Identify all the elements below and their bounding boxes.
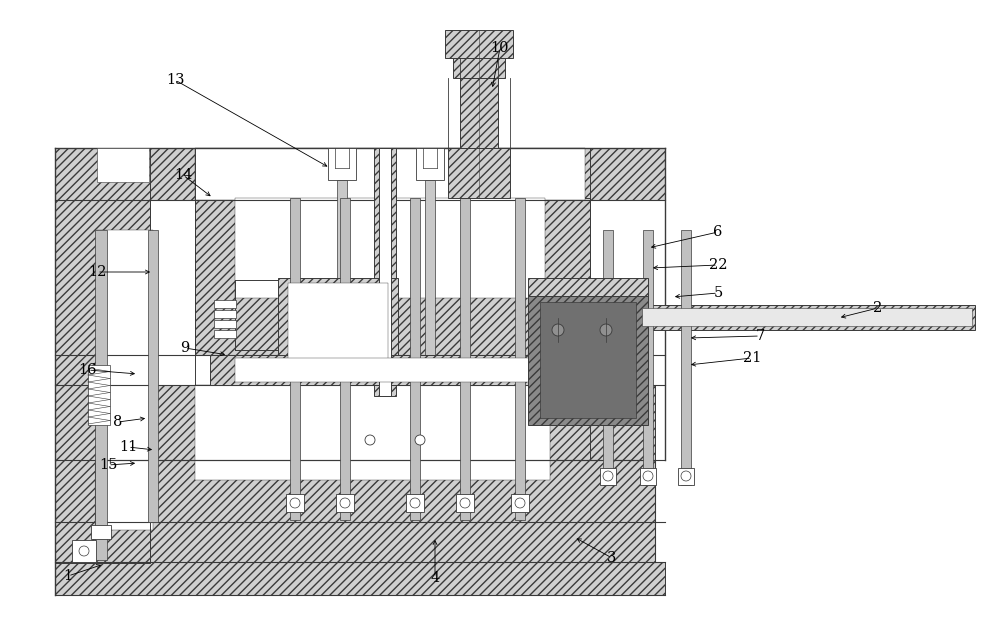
Circle shape bbox=[515, 498, 525, 508]
Bar bbox=[336, 494, 354, 512]
Bar bbox=[515, 198, 525, 520]
Bar bbox=[640, 468, 656, 485]
Bar bbox=[235, 358, 550, 382]
Bar bbox=[528, 295, 648, 425]
Bar bbox=[337, 180, 347, 355]
Text: 7: 7 bbox=[755, 329, 765, 343]
Bar bbox=[195, 385, 550, 480]
Bar bbox=[643, 230, 653, 485]
Text: 11: 11 bbox=[119, 440, 137, 454]
Bar bbox=[328, 148, 356, 180]
Bar bbox=[91, 525, 111, 539]
Bar bbox=[681, 230, 691, 485]
Circle shape bbox=[410, 498, 420, 508]
Circle shape bbox=[290, 498, 300, 508]
Bar bbox=[642, 308, 972, 326]
Bar bbox=[425, 180, 435, 355]
Bar bbox=[55, 562, 665, 595]
Bar bbox=[72, 540, 96, 562]
Bar bbox=[55, 148, 150, 200]
Bar bbox=[456, 494, 474, 512]
Text: 1: 1 bbox=[63, 569, 73, 583]
Circle shape bbox=[643, 471, 653, 481]
Bar bbox=[340, 198, 350, 520]
Text: 4: 4 bbox=[430, 571, 440, 585]
Bar bbox=[290, 198, 300, 520]
Circle shape bbox=[552, 324, 564, 336]
Text: 9: 9 bbox=[180, 341, 190, 355]
Circle shape bbox=[340, 498, 350, 508]
Bar bbox=[416, 148, 444, 180]
Bar bbox=[406, 494, 424, 512]
Bar bbox=[286, 494, 304, 512]
Text: 14: 14 bbox=[174, 168, 192, 182]
Bar bbox=[88, 365, 110, 425]
Bar bbox=[235, 198, 545, 298]
Bar bbox=[448, 148, 510, 198]
Text: 16: 16 bbox=[79, 363, 97, 377]
Bar bbox=[214, 300, 236, 308]
Bar bbox=[95, 230, 107, 560]
Bar bbox=[278, 278, 398, 378]
Text: 10: 10 bbox=[491, 41, 509, 55]
Text: 15: 15 bbox=[99, 458, 117, 472]
Text: 6: 6 bbox=[713, 225, 723, 239]
Bar bbox=[460, 198, 470, 520]
Bar bbox=[195, 198, 590, 355]
Circle shape bbox=[681, 471, 691, 481]
Circle shape bbox=[460, 498, 470, 508]
Circle shape bbox=[365, 435, 375, 445]
Bar bbox=[678, 468, 694, 485]
Bar bbox=[540, 302, 636, 418]
Text: 3: 3 bbox=[607, 551, 617, 565]
Bar bbox=[410, 198, 420, 520]
Circle shape bbox=[603, 471, 613, 481]
Bar bbox=[95, 522, 655, 562]
Bar bbox=[210, 355, 575, 385]
Bar bbox=[511, 494, 529, 512]
Bar bbox=[600, 468, 616, 485]
Bar bbox=[635, 305, 975, 330]
Bar bbox=[214, 310, 236, 318]
Circle shape bbox=[415, 435, 425, 445]
Text: 13: 13 bbox=[166, 73, 184, 87]
Bar bbox=[453, 58, 505, 78]
Circle shape bbox=[79, 546, 89, 556]
Bar bbox=[214, 330, 236, 338]
Bar bbox=[195, 148, 585, 200]
Text: 5: 5 bbox=[713, 286, 723, 300]
Bar bbox=[528, 278, 648, 296]
Text: 12: 12 bbox=[88, 265, 106, 279]
Text: 2: 2 bbox=[873, 301, 883, 315]
Text: 21: 21 bbox=[743, 351, 761, 365]
Circle shape bbox=[600, 324, 612, 336]
Bar bbox=[148, 230, 158, 522]
Bar bbox=[97, 148, 149, 182]
Bar bbox=[374, 148, 396, 396]
Bar bbox=[95, 385, 655, 522]
Bar bbox=[288, 283, 388, 373]
Bar bbox=[55, 198, 150, 563]
Bar bbox=[460, 78, 498, 148]
Bar bbox=[55, 148, 665, 200]
Text: 22: 22 bbox=[709, 258, 727, 272]
Bar bbox=[379, 148, 391, 396]
Bar bbox=[603, 230, 613, 485]
Bar bbox=[214, 320, 236, 328]
Text: 8: 8 bbox=[113, 415, 123, 429]
Bar bbox=[97, 230, 153, 530]
Bar bbox=[445, 30, 513, 58]
